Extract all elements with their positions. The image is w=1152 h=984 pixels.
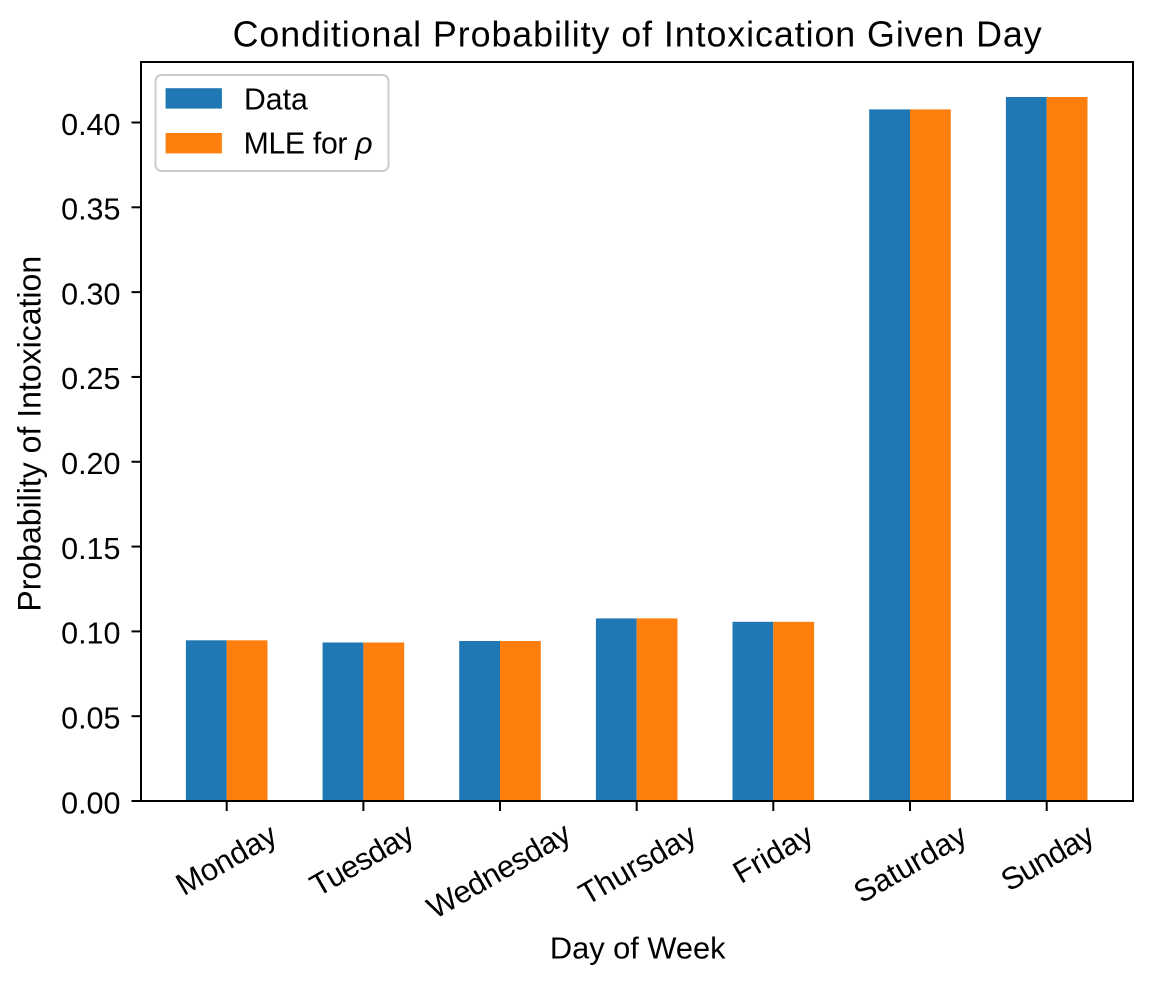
svg-text:0.30: 0.30 bbox=[61, 277, 120, 311]
svg-text:Data: Data bbox=[244, 84, 308, 117]
svg-text:0.00: 0.00 bbox=[61, 786, 120, 820]
svg-text:0.40: 0.40 bbox=[61, 108, 120, 142]
svg-text:0.05: 0.05 bbox=[61, 701, 120, 735]
svg-text:0.20: 0.20 bbox=[61, 447, 120, 481]
svg-text:0.10: 0.10 bbox=[61, 617, 120, 651]
svg-text:Probability of Intoxication: Probability of Intoxication bbox=[11, 256, 47, 612]
svg-text:Day of Week: Day of Week bbox=[550, 931, 726, 966]
svg-text:0.35: 0.35 bbox=[61, 193, 120, 227]
svg-text:0.25: 0.25 bbox=[61, 362, 120, 396]
svg-text:Conditional Probability of Int: Conditional Probability of Intoxication … bbox=[233, 15, 1042, 55]
svg-text:0.15: 0.15 bbox=[61, 532, 120, 566]
svg-text:MLE for ρ: MLE for ρ bbox=[244, 127, 373, 160]
